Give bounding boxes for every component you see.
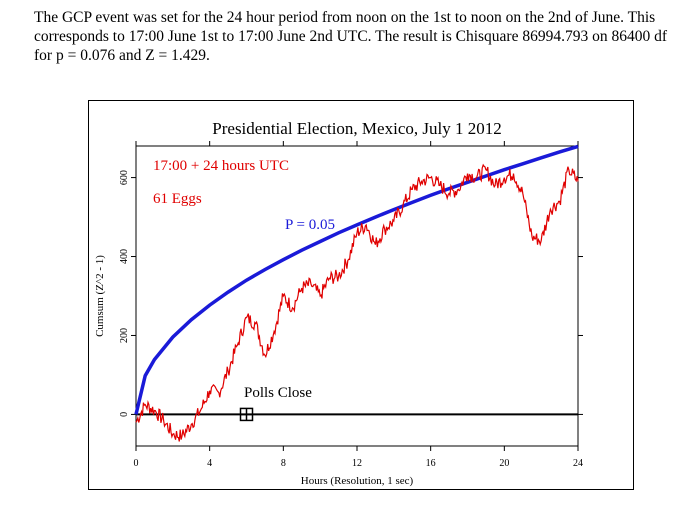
x-tick-label: 12 [352, 458, 362, 469]
x-tick-label: 8 [281, 458, 286, 469]
plot-frame [135, 145, 579, 447]
x-axis-label: Hours (Resolution, 1 sec) [301, 475, 414, 487]
y-tick-label: 600 [119, 170, 130, 185]
chart-title: Presidential Election, Mexico, July 1 20… [212, 119, 501, 138]
x-tick-label: 16 [426, 458, 436, 469]
polls-close-marker [239, 407, 254, 422]
intro-paragraph: The GCP event was set for the 24 hour pe… [34, 9, 668, 64]
chart-figure: Presidential Election, Mexico, July 1 20… [88, 100, 634, 490]
x-tick-label: 20 [499, 458, 509, 469]
y-tick-label: 400 [119, 249, 130, 264]
annotation-polls-close: Polls Close [244, 385, 312, 401]
y-axis-label: Cumsum (Z^2 - 1) [94, 255, 106, 337]
x-tick-label: 24 [573, 458, 583, 469]
annotation-eggs: 61 Eggs [153, 191, 202, 207]
intro-text: The GCP event was set for the 24 hour pe… [34, 8, 684, 65]
annotation-p-label: P = 0.05 [285, 217, 335, 233]
y-tick-label: 200 [119, 328, 130, 343]
x-tick-label: 4 [207, 458, 212, 469]
series-line-p005 [134, 144, 579, 415]
annotation-time-window: 17:00 + 24 hours UTC [153, 158, 289, 174]
series-line-cumsum [135, 163, 579, 442]
y-tick-label: 0 [119, 412, 130, 417]
axis-ticks: 0 4 8 12 16 20 24 0 200 400 600 [119, 141, 583, 469]
chart-svg: Presidential Election, Mexico, July 1 20… [94, 119, 583, 487]
x-tick-label: 0 [134, 458, 139, 469]
